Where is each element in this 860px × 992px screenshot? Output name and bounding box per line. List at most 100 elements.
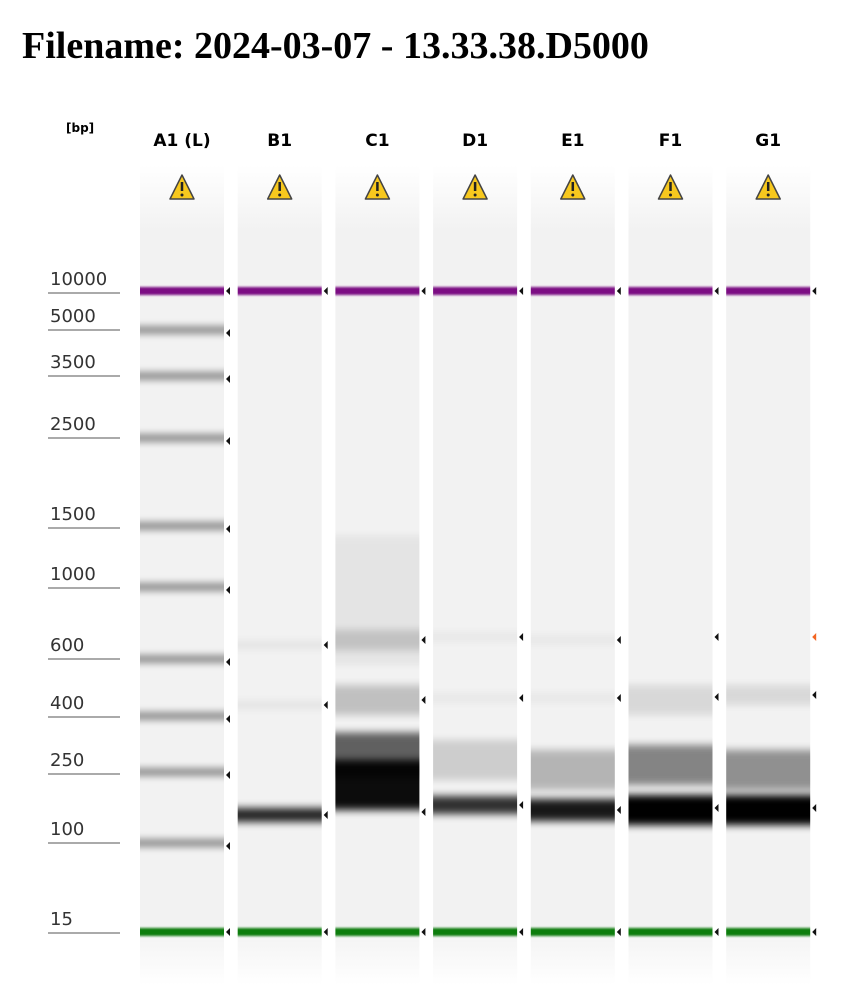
band-marker <box>519 801 524 809</box>
band-marker <box>226 437 230 445</box>
band-marker <box>519 928 524 936</box>
band <box>140 656 224 662</box>
band <box>433 928 518 936</box>
band <box>140 373 224 379</box>
band <box>433 632 518 642</box>
band <box>140 327 224 333</box>
ladder-label: 15 <box>50 909 73 930</box>
band-marker <box>812 804 817 812</box>
band-marker <box>616 694 621 702</box>
band <box>140 840 224 846</box>
ladder-label: 3500 <box>50 352 96 373</box>
band-marker <box>226 842 230 850</box>
band <box>433 740 518 780</box>
band-marker <box>226 525 230 533</box>
unit-label: [bp] <box>66 121 94 135</box>
band-marker <box>616 287 621 295</box>
lane-label: F1 <box>659 131 682 151</box>
band <box>726 750 811 790</box>
band-marker <box>323 641 328 649</box>
lane-label: G1 <box>755 131 781 151</box>
band <box>335 685 420 715</box>
lane-label: B1 <box>267 131 292 151</box>
ladder-label: 5000 <box>50 306 96 327</box>
band <box>140 523 224 529</box>
band-marker <box>226 287 230 295</box>
band <box>237 641 322 649</box>
band-marker <box>714 287 719 295</box>
band <box>335 287 420 295</box>
lane <box>433 165 518 985</box>
lane <box>237 165 322 985</box>
band-marker <box>323 701 328 709</box>
ladder-label: 600 <box>50 635 84 656</box>
ladder-label: 1000 <box>50 564 96 585</box>
warning-dot <box>473 193 477 197</box>
band-marker <box>812 928 817 936</box>
title: Filename: 2024-03-07 - 13.33.38.D5000 <box>22 25 649 67</box>
band <box>726 685 811 705</box>
band <box>335 928 420 936</box>
band-marker <box>323 928 328 936</box>
band <box>726 287 811 295</box>
band <box>628 745 713 785</box>
warning-dot <box>278 193 282 197</box>
band-marker <box>421 928 426 936</box>
band <box>726 928 811 936</box>
band <box>140 287 224 295</box>
warning-dot <box>669 193 672 197</box>
band <box>140 769 224 775</box>
band <box>530 750 615 790</box>
band <box>530 799 615 821</box>
band <box>628 287 713 295</box>
band-marker <box>421 696 426 704</box>
band-marker <box>323 287 328 295</box>
lane-label: A1 (L) <box>153 131 210 151</box>
warning-dot <box>180 193 184 197</box>
lane <box>530 165 615 985</box>
band-marker <box>714 804 719 812</box>
band <box>628 685 713 715</box>
warning-dot <box>375 193 379 197</box>
band <box>140 928 224 936</box>
band-marker <box>616 806 621 814</box>
lane <box>726 165 811 985</box>
band-marker <box>226 329 230 337</box>
lane <box>140 165 224 985</box>
band-marker <box>421 636 426 644</box>
band <box>530 635 615 645</box>
band-marker <box>226 928 230 936</box>
band <box>530 928 615 936</box>
band <box>335 760 420 810</box>
warning-dot <box>766 193 770 197</box>
band <box>628 795 713 825</box>
band-marker <box>226 586 230 594</box>
band <box>237 928 322 936</box>
lane-label: D1 <box>462 131 488 151</box>
warning-dot <box>571 193 575 197</box>
band <box>433 693 518 703</box>
band <box>140 435 224 441</box>
band <box>530 693 615 703</box>
band <box>335 630 420 650</box>
lane <box>628 165 713 985</box>
band-marker <box>714 633 719 641</box>
band-marker <box>519 694 524 702</box>
ladder-label: 100 <box>50 819 84 840</box>
band <box>237 808 322 822</box>
ladder-label: 2500 <box>50 414 96 435</box>
ladder-label: 10000 <box>50 269 107 290</box>
ladder-label: 400 <box>50 693 84 714</box>
ladder-label: 250 <box>50 750 84 771</box>
band-marker <box>616 636 621 644</box>
ladder-label: 1500 <box>50 504 96 525</box>
band-marker <box>519 287 524 295</box>
band <box>237 287 322 295</box>
band <box>140 584 224 590</box>
band-marker <box>226 715 230 723</box>
band-marker <box>421 287 426 295</box>
band-marker <box>226 771 230 779</box>
lane-label: E1 <box>561 131 584 151</box>
band-marker <box>226 375 230 383</box>
